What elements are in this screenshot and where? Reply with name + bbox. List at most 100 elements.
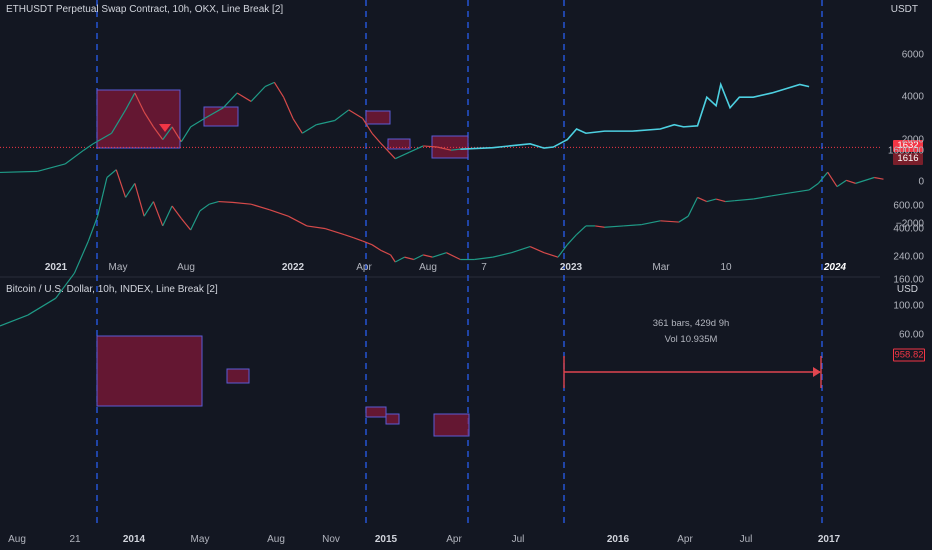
btc-segment bbox=[734, 198, 754, 202]
eth-history-segment bbox=[162, 126, 173, 140]
top-x-tick: 2022 bbox=[281, 262, 305, 273]
top-highlight-box bbox=[203, 106, 239, 127]
btc-segment bbox=[641, 220, 661, 226]
btc-segment bbox=[404, 256, 414, 261]
btc-segment bbox=[371, 244, 382, 252]
top-x-tick: Aug bbox=[177, 262, 195, 273]
eth-history-segment bbox=[283, 96, 294, 119]
btc-segment bbox=[413, 254, 424, 261]
btc-segment bbox=[817, 171, 829, 184]
eth-history-segment bbox=[171, 126, 182, 143]
eth-history-segment bbox=[134, 92, 145, 113]
bottom-highlight-box bbox=[433, 413, 470, 437]
btc-segment bbox=[474, 256, 493, 261]
btc-segment bbox=[27, 297, 57, 316]
eth-history-segment bbox=[111, 109, 127, 134]
top-x-tick: 10 bbox=[720, 262, 732, 273]
btc-segment bbox=[288, 215, 308, 227]
bottom-y-tick: 100.00 bbox=[893, 300, 924, 312]
bottom-x-tick: 2016 bbox=[606, 534, 630, 545]
eth-history-segment bbox=[273, 82, 285, 98]
eth-history-segment bbox=[423, 145, 438, 148]
btc-segment bbox=[660, 220, 679, 223]
bottom-x-tick: 2017 bbox=[817, 534, 841, 545]
eth-history-segment bbox=[143, 111, 154, 128]
btc-segment bbox=[446, 252, 461, 261]
top-x-tick: 2023 bbox=[559, 262, 583, 273]
btc-segment bbox=[855, 176, 875, 184]
eth-history-segment bbox=[0, 170, 38, 174]
bottom-price-tag: 958.82 bbox=[893, 348, 925, 362]
btc-segment bbox=[511, 246, 531, 254]
down-triangle-marker bbox=[159, 124, 171, 132]
btc-segment bbox=[836, 179, 847, 188]
eth-history-segment bbox=[301, 124, 317, 134]
btc-segment bbox=[325, 228, 345, 236]
btc-segment bbox=[381, 250, 391, 256]
btc-segment bbox=[250, 203, 270, 211]
top-x-tick: Mar bbox=[652, 262, 670, 273]
btc-segment bbox=[209, 200, 219, 205]
btc-segment bbox=[55, 272, 75, 299]
btc-segment bbox=[134, 183, 145, 217]
bottom-x-tick: Jul bbox=[511, 534, 525, 545]
btc-segment bbox=[715, 198, 726, 203]
btc-segment bbox=[125, 183, 136, 198]
eth-history-segment bbox=[395, 151, 410, 160]
eth-history-segment bbox=[348, 109, 364, 119]
btc-segment bbox=[874, 176, 884, 180]
eth-history-segment bbox=[334, 109, 350, 121]
top-highlight-box bbox=[96, 89, 181, 149]
eth-history-segment bbox=[292, 118, 303, 134]
bottom-x-tick: 2014 bbox=[122, 534, 146, 545]
btc-segment bbox=[115, 169, 127, 198]
btc-segment bbox=[394, 256, 405, 263]
btc-segment bbox=[790, 189, 810, 194]
bottom-x-tick: Apr bbox=[677, 534, 693, 545]
eth-history-segment bbox=[236, 92, 252, 102]
btc-segment bbox=[162, 205, 173, 227]
measure-vol-label: Vol 10.935M bbox=[664, 334, 718, 345]
btc-segment bbox=[697, 196, 708, 203]
measure-arrow bbox=[813, 367, 821, 377]
btc-segment bbox=[687, 197, 699, 217]
top-price-tag-1616: 1616 bbox=[893, 153, 923, 165]
btc-segment bbox=[566, 234, 578, 246]
btc-segment bbox=[771, 192, 791, 197]
btc-segment bbox=[678, 215, 689, 223]
btc-segment bbox=[390, 254, 396, 263]
btc-segment bbox=[827, 171, 838, 187]
btc-segment bbox=[269, 209, 289, 217]
btc-segment bbox=[190, 210, 201, 231]
eth-history-segment bbox=[250, 86, 266, 102]
top-pane-unit: USDT bbox=[890, 4, 918, 15]
eth-history-segment bbox=[125, 92, 136, 111]
bottom-x-tick: Jul bbox=[739, 534, 753, 545]
btc-segment bbox=[362, 240, 373, 246]
btc-segment bbox=[171, 205, 182, 219]
eth-history-segment bbox=[450, 148, 461, 151]
top-y-tick: −2000 bbox=[895, 218, 924, 230]
bottom-pane-unit: USD bbox=[896, 284, 918, 295]
btc-segment bbox=[180, 218, 192, 231]
btc-segment bbox=[595, 225, 605, 228]
eth-history-segment bbox=[316, 119, 335, 126]
bottom-x-tick: 2015 bbox=[374, 534, 398, 545]
btc-segment bbox=[106, 169, 117, 178]
bottom-highlight-box bbox=[365, 406, 387, 418]
eth-history-segment bbox=[64, 149, 85, 165]
bottom-highlight-box bbox=[385, 413, 400, 425]
eth-history-segment bbox=[190, 117, 205, 128]
btc-segment bbox=[706, 198, 717, 203]
bottom-highlight-box bbox=[96, 335, 203, 407]
top-x-tick: May bbox=[108, 262, 128, 273]
bottom-y-tick: 160.00 bbox=[893, 274, 924, 286]
top-x-tick: Apr bbox=[356, 262, 372, 273]
eth-history-segment bbox=[37, 163, 66, 172]
btc-segment bbox=[725, 200, 735, 203]
btc-segment bbox=[152, 201, 164, 227]
btc-segment bbox=[97, 177, 108, 217]
btc-segment bbox=[0, 314, 29, 327]
top-y-tick: 4000 bbox=[901, 91, 924, 103]
